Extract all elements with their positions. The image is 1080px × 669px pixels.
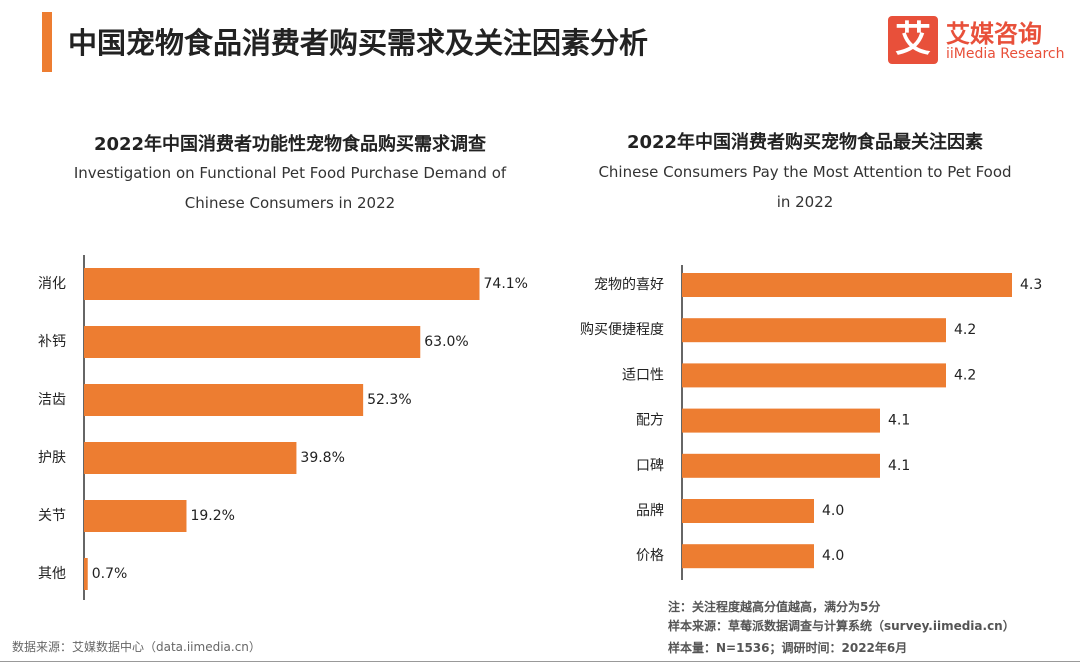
category-label: 其他 [38, 566, 66, 582]
value-label: 4.1 [888, 413, 910, 429]
value-label: 39.8% [300, 450, 344, 466]
source-note: 数据来源：艾媒数据中心（data.iimedia.cn） [12, 640, 261, 654]
bar [84, 384, 364, 416]
note: 样本来源：草莓派数据调查与计算系统（survey.iimedia.cn） [668, 619, 1015, 633]
category-label: 购买便捷程度 [580, 322, 664, 338]
logo-mark: 艾 [888, 16, 938, 64]
logo-cn: 艾媒咨询 [946, 20, 1042, 48]
bar [682, 544, 814, 569]
note: 样本量：N=1536；调研时间：2022年6月 [668, 641, 908, 655]
category-label: 配方 [636, 413, 664, 429]
value-label: 74.1% [484, 276, 528, 292]
category-label: 宠物的喜好 [594, 277, 664, 293]
chart-title: 2022年中国消费者购买宠物食品最关注因素 [626, 132, 984, 153]
value-label: 4.2 [954, 322, 976, 338]
category-label: 价格 [636, 548, 664, 564]
category-label: 品牌 [636, 502, 664, 519]
value-label: 4.0 [822, 503, 844, 519]
category-label: 适口性 [622, 367, 664, 383]
bar [682, 318, 946, 343]
category-label: 消化 [38, 276, 66, 292]
title-accent [42, 12, 52, 72]
bar [682, 408, 880, 433]
bar [84, 442, 297, 474]
logo-en: iiMedia Research [946, 46, 1065, 62]
bar [84, 326, 421, 358]
value-label: 52.3% [367, 392, 411, 408]
value-label: 4.3 [1020, 277, 1042, 293]
bar [682, 273, 1012, 297]
bar [682, 363, 946, 388]
footer-rule [0, 661, 1080, 662]
category-label: 补钙 [38, 334, 66, 350]
category-label: 护肤 [38, 450, 66, 466]
category-label: 口碑 [636, 458, 664, 474]
value-label: 19.2% [190, 508, 234, 524]
page-title: 中国宠物食品消费者购买需求及关注因素分析 [68, 26, 649, 60]
bar [682, 499, 814, 523]
chart-subtitle: Investigation on Functional Pet Food Pur… [73, 164, 507, 212]
chart-subtitle: Chinese Consumers Pay the Most Attention… [598, 163, 1012, 211]
bar [84, 500, 187, 532]
value-label: 4.0 [822, 548, 844, 564]
bar [682, 453, 880, 478]
bar [84, 268, 480, 300]
value-label: 63.0% [424, 334, 468, 350]
bar [84, 558, 88, 590]
value-label: 4.1 [888, 458, 910, 474]
value-label: 4.2 [954, 367, 976, 383]
category-label: 关节 [38, 508, 66, 524]
chart-title: 2022年中国消费者功能性宠物食品购买需求调查 [93, 134, 487, 155]
category-label: 洁齿 [38, 392, 66, 408]
value-label: 0.7% [92, 566, 128, 582]
note: 注：关注程度越高分值越高，满分为5分 [668, 600, 881, 614]
